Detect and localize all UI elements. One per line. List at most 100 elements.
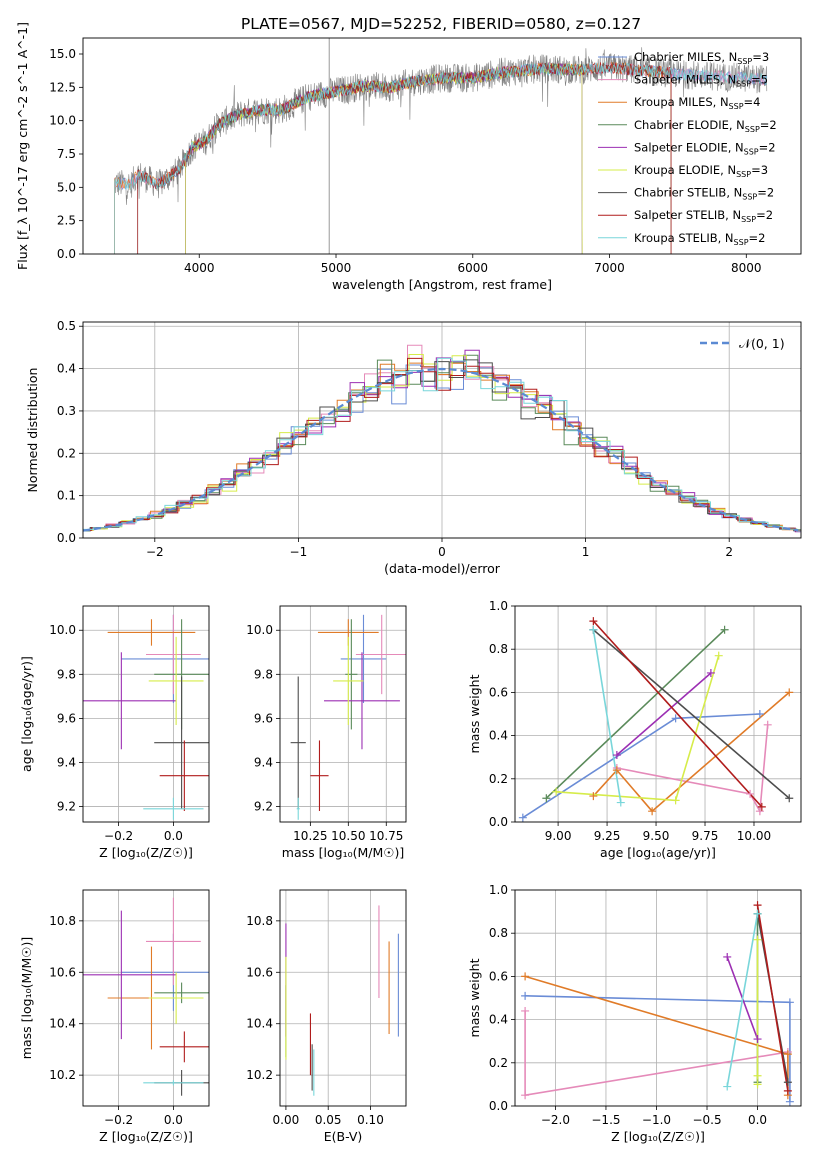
weight-marker	[763, 720, 772, 729]
y-tick-label: 10.2	[246, 1068, 273, 1082]
error-bar-point	[340, 614, 387, 703]
y-tick-label: 10.8	[49, 914, 76, 928]
y-tick-label: 9.4	[57, 755, 76, 769]
y-tick-label: 10.0	[49, 114, 76, 128]
weight-marker	[714, 651, 723, 660]
error-bar-point	[146, 614, 201, 695]
x-tick-label: 0.0	[748, 1113, 767, 1127]
residual-histogram	[83, 359, 801, 532]
model-spectrum	[114, 60, 768, 254]
y-axis-label: mass weight	[467, 958, 482, 1037]
residual-histogram	[83, 354, 801, 532]
x-tick-label: 10.25	[293, 829, 327, 843]
y-tick-label: 0.0	[57, 247, 76, 261]
y-axis-label: age [log₁₀(age/yr)]	[19, 656, 34, 772]
error-bar-point	[324, 652, 400, 750]
axes-frame-mass_vs_ebv	[279, 889, 407, 1107]
panel-weight_vs_Z: −2.0 −1.5 −1.0 −0.5 0.0 0.0 0.2 0.4 0.6 0.8 1.0 Z […	[467, 883, 802, 1144]
x-tick-label: −0.2	[104, 1113, 133, 1127]
y-tick-label: 10.6	[49, 965, 76, 979]
weight-line	[592, 620, 763, 808]
x-tick-label: −1.0	[642, 1113, 671, 1127]
y-tick-label: 0.6	[489, 685, 508, 699]
error-bar-point	[83, 652, 177, 750]
x-tick-label: 0.05	[315, 1113, 342, 1127]
weight-marker	[757, 802, 766, 811]
y-tick-label: 9.8	[254, 667, 273, 681]
weight-marker	[783, 1086, 792, 1095]
x-tick-label: 0.0	[164, 1113, 183, 1127]
plot-area-weight_vs_Z	[524, 904, 791, 1102]
y-tick-label: 2.5	[57, 214, 76, 228]
axes-frame-age_vs_Z	[82, 605, 210, 823]
y-tick-label: 1.0	[489, 883, 508, 897]
y-axis-label: Flux [f_λ 10^-17 erg cm^-2 s^-1 A^-1]	[15, 22, 30, 270]
y-tick-label: 0.3	[57, 404, 76, 418]
axes-frame-age_vs_mass	[279, 605, 407, 823]
x-tick-label: 1	[582, 545, 590, 559]
y-tick-label: 0.0	[57, 531, 76, 545]
y-tick-label: 0.4	[489, 1013, 508, 1027]
axes-frame-mass_vs_Z	[82, 889, 210, 1107]
weight-marker	[589, 625, 598, 634]
x-tick-label: −2	[146, 545, 164, 559]
weight-line	[545, 629, 726, 799]
y-tick-label: 0.6	[489, 969, 508, 983]
y-tick-label: 10.0	[246, 623, 273, 637]
y-axis-label: Normed distribution	[25, 368, 40, 493]
x-axis-label: wavelength [Angstrom, rest frame]	[332, 277, 552, 292]
weight-marker	[753, 901, 762, 910]
weight-marker	[521, 1006, 530, 1015]
weight-marker	[755, 807, 764, 816]
normal-curve	[83, 367, 799, 532]
panel-mass_vs_Z: −0.2 0.0 10.2 10.4 10.6 10.8 Z [log₁₀(Z/Z☉)] ma…	[19, 889, 210, 1144]
model-spectrum	[114, 61, 768, 254]
x-tick-label: −0.2	[104, 829, 133, 843]
error-bar-point	[290, 676, 306, 809]
panel-spectrum: 4000 5000 6000 7000 8000 0.0 2.5 5.0 7.5 10.0 12.5…	[15, 22, 802, 292]
weight-line	[592, 691, 790, 813]
error-bar-point	[148, 636, 204, 726]
weight-marker	[753, 1080, 762, 1089]
weight-marker	[785, 998, 794, 1007]
x-tick-label: 9.00	[545, 829, 572, 843]
weight-marker	[746, 789, 755, 798]
axes-frame-weight_vs_age	[514, 605, 802, 823]
error-bar-point	[154, 676, 209, 809]
x-tick-label: 10.75	[369, 829, 403, 843]
y-tick-label: 10.2	[49, 1068, 76, 1082]
weight-marker	[723, 952, 732, 961]
y-tick-label: 0.8	[489, 642, 508, 656]
weight-marker	[753, 909, 762, 918]
y-tick-label: 10.0	[49, 623, 76, 637]
x-tick-label: 9.50	[643, 829, 670, 843]
weight-marker	[753, 1071, 762, 1080]
weight-marker	[521, 972, 530, 981]
axes-frame-residuals	[82, 321, 802, 539]
y-tick-label: 15.0	[49, 47, 76, 61]
residual-histogram	[83, 357, 801, 532]
axes-frame-spectrum	[82, 37, 802, 255]
x-axis-label: age [log₁₀(age/yr)]	[600, 845, 716, 860]
weight-marker	[671, 714, 680, 723]
y-tick-label: 0.2	[489, 772, 508, 786]
legend-label: Kroupa ELODIE, NSSP=3	[634, 163, 768, 179]
legend-label: Chabrier ELODIE, NSSP=2	[634, 118, 777, 134]
error-bar-point	[310, 740, 329, 811]
weight-marker	[755, 710, 764, 718]
y-tick-label: 0.2	[489, 1056, 508, 1070]
panel-residuals: −2 −1 0 1 2 0.0 0.1 0.2 0.3 0.4 0.5 (data-model)/er…	[25, 319, 802, 576]
x-tick-label: 0.0	[164, 829, 183, 843]
weight-marker	[542, 794, 551, 803]
y-tick-label: 9.2	[254, 800, 273, 814]
y-tick-label: 1.0	[489, 599, 508, 613]
weight-marker	[785, 688, 794, 697]
plot-area-age_vs_Z	[83, 614, 209, 820]
error-bar-point	[83, 910, 177, 1040]
plot-area-residuals	[83, 344, 801, 533]
weight-marker	[785, 794, 794, 803]
y-tick-label: 9.4	[254, 755, 273, 769]
y-axis-label: mass weight	[467, 674, 482, 753]
y-tick-label: 0.0	[489, 1099, 508, 1113]
x-tick-label: 8000	[731, 261, 762, 275]
